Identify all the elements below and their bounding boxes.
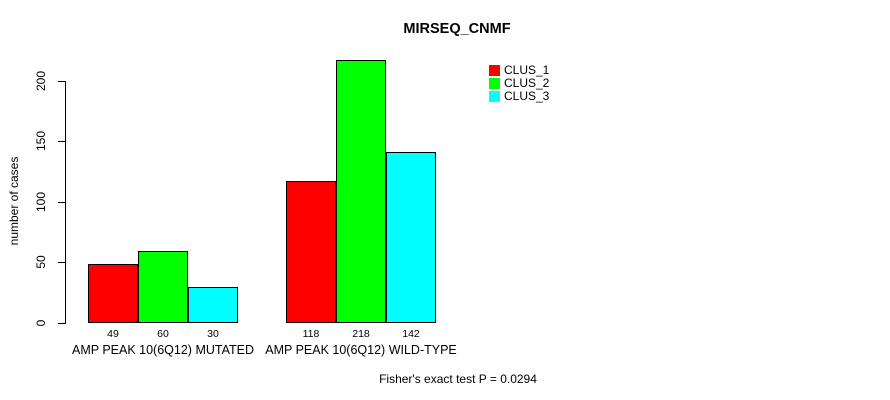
bar-clus-1-group-2 <box>286 181 336 323</box>
legend-swatch-clus-2 <box>489 77 500 89</box>
bar-clus-1-group-1 <box>88 264 138 323</box>
bar-value-label: 118 <box>302 328 320 340</box>
legend-label: CLUS_3 <box>504 89 550 103</box>
bar-clus-3-group-2 <box>386 152 436 323</box>
y-tick-label: 200 <box>34 70 48 92</box>
bar-value-label: 218 <box>352 328 370 340</box>
y-tick-label: 100 <box>34 191 48 212</box>
y-tick-label: 150 <box>34 131 48 152</box>
y-axis-title: number of cases <box>7 156 21 246</box>
x-axis-group-label: AMP PEAK 10(6Q12) MUTATED <box>72 343 254 357</box>
legend-swatch-clus-3 <box>489 90 500 102</box>
bar-clus-3-group-1 <box>188 287 238 323</box>
fisher-test-annotation: Fisher's exact test P = 0.0294 <box>379 372 537 386</box>
legend-label: CLUS_1 <box>504 63 550 77</box>
y-tick-label: 0 <box>34 319 48 326</box>
y-axis-tick <box>58 262 65 263</box>
bar-value-label: 60 <box>157 328 169 340</box>
y-axis-line <box>65 81 66 324</box>
y-tick-label: 50 <box>34 255 48 269</box>
bar-value-label: 30 <box>207 328 219 340</box>
chart-title: MIRSEQ_CNMF <box>403 21 511 37</box>
bar-value-label: 142 <box>402 328 420 340</box>
bar-clus-2-group-1 <box>138 251 188 323</box>
bar-value-label: 49 <box>107 328 119 340</box>
bar-clus-2-group-2 <box>336 60 386 323</box>
y-axis-tick <box>58 323 65 324</box>
y-axis-tick <box>58 202 65 203</box>
legend-swatch-clus-1 <box>489 64 500 76</box>
legend-label: CLUS_2 <box>504 76 550 90</box>
x-axis-group-label: AMP PEAK 10(6Q12) WILD-TYPE <box>265 343 457 357</box>
y-axis-tick <box>58 141 65 142</box>
y-axis-tick <box>58 81 65 82</box>
